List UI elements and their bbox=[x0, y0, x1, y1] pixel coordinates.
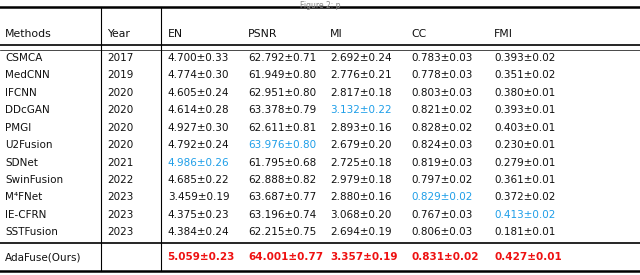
Text: 2023: 2023 bbox=[108, 227, 134, 237]
Text: 2023: 2023 bbox=[108, 210, 134, 220]
Text: 62.215±0.75: 62.215±0.75 bbox=[248, 227, 317, 237]
Text: FMI: FMI bbox=[494, 29, 513, 39]
Text: SSTFusion: SSTFusion bbox=[5, 227, 58, 237]
Text: 2.679±0.20: 2.679±0.20 bbox=[330, 140, 392, 150]
Text: 0.413±0.02: 0.413±0.02 bbox=[494, 210, 556, 220]
Text: MedCNN: MedCNN bbox=[5, 70, 50, 80]
Text: 2022: 2022 bbox=[108, 175, 134, 185]
Text: SwinFusion: SwinFusion bbox=[5, 175, 63, 185]
Text: 0.783±0.03: 0.783±0.03 bbox=[412, 53, 473, 63]
Text: 4.614±0.28: 4.614±0.28 bbox=[168, 105, 229, 115]
Text: 0.351±0.02: 0.351±0.02 bbox=[494, 70, 556, 80]
Text: 0.778±0.03: 0.778±0.03 bbox=[412, 70, 473, 80]
Text: 3.459±0.19: 3.459±0.19 bbox=[168, 192, 229, 202]
Text: 4.605±0.24: 4.605±0.24 bbox=[168, 88, 229, 98]
Text: 2023: 2023 bbox=[108, 192, 134, 202]
Text: IFCNN: IFCNN bbox=[5, 88, 37, 98]
Text: 2.893±0.16: 2.893±0.16 bbox=[330, 123, 392, 133]
Text: 0.831±0.02: 0.831±0.02 bbox=[412, 252, 479, 262]
Text: 2020: 2020 bbox=[108, 105, 134, 115]
Text: 4.986±0.26: 4.986±0.26 bbox=[168, 158, 229, 167]
Text: 62.611±0.81: 62.611±0.81 bbox=[248, 123, 317, 133]
Text: CC: CC bbox=[412, 29, 427, 39]
Text: 4.384±0.24: 4.384±0.24 bbox=[168, 227, 229, 237]
Text: 0.803±0.03: 0.803±0.03 bbox=[412, 88, 473, 98]
Text: CSMCA: CSMCA bbox=[5, 53, 42, 63]
Text: 4.685±0.22: 4.685±0.22 bbox=[168, 175, 229, 185]
Text: 0.230±0.01: 0.230±0.01 bbox=[494, 140, 556, 150]
Text: 4.375±0.23: 4.375±0.23 bbox=[168, 210, 229, 220]
Text: IE-CFRN: IE-CFRN bbox=[5, 210, 47, 220]
Text: 0.828±0.02: 0.828±0.02 bbox=[412, 123, 473, 133]
Text: 4.774±0.30: 4.774±0.30 bbox=[168, 70, 229, 80]
Text: 61.795±0.68: 61.795±0.68 bbox=[248, 158, 317, 167]
Text: 3.068±0.20: 3.068±0.20 bbox=[330, 210, 392, 220]
Text: 63.976±0.80: 63.976±0.80 bbox=[248, 140, 316, 150]
Text: 2021: 2021 bbox=[108, 158, 134, 167]
Text: 0.361±0.01: 0.361±0.01 bbox=[494, 175, 556, 185]
Text: 0.181±0.01: 0.181±0.01 bbox=[494, 227, 556, 237]
Text: 2.776±0.21: 2.776±0.21 bbox=[330, 70, 392, 80]
Text: 62.792±0.71: 62.792±0.71 bbox=[248, 53, 317, 63]
Text: EN: EN bbox=[168, 29, 183, 39]
Text: 4.700±0.33: 4.700±0.33 bbox=[168, 53, 229, 63]
Text: 0.279±0.01: 0.279±0.01 bbox=[494, 158, 556, 167]
Text: DDcGAN: DDcGAN bbox=[5, 105, 50, 115]
Text: 2017: 2017 bbox=[108, 53, 134, 63]
Text: Year: Year bbox=[108, 29, 131, 39]
Text: 0.393±0.01: 0.393±0.01 bbox=[494, 105, 556, 115]
Text: 0.829±0.02: 0.829±0.02 bbox=[412, 192, 473, 202]
Text: 0.767±0.03: 0.767±0.03 bbox=[412, 210, 473, 220]
Text: 4.927±0.30: 4.927±0.30 bbox=[168, 123, 229, 133]
Text: 64.001±0.77: 64.001±0.77 bbox=[248, 252, 323, 262]
Text: 0.380±0.01: 0.380±0.01 bbox=[494, 88, 556, 98]
Text: 0.403±0.01: 0.403±0.01 bbox=[494, 123, 556, 133]
Text: PSNR: PSNR bbox=[248, 29, 278, 39]
Text: 0.819±0.03: 0.819±0.03 bbox=[412, 158, 473, 167]
Text: AdaFuse(Ours): AdaFuse(Ours) bbox=[5, 252, 82, 262]
Text: SDNet: SDNet bbox=[5, 158, 38, 167]
Text: 4.792±0.24: 4.792±0.24 bbox=[168, 140, 229, 150]
Text: 5.059±0.23: 5.059±0.23 bbox=[168, 252, 235, 262]
Text: 0.806±0.03: 0.806±0.03 bbox=[412, 227, 473, 237]
Text: 0.393±0.02: 0.393±0.02 bbox=[494, 53, 556, 63]
Text: 62.951±0.80: 62.951±0.80 bbox=[248, 88, 316, 98]
Text: 2.817±0.18: 2.817±0.18 bbox=[330, 88, 392, 98]
Text: 2019: 2019 bbox=[108, 70, 134, 80]
Text: 2.725±0.18: 2.725±0.18 bbox=[330, 158, 392, 167]
Text: 62.888±0.82: 62.888±0.82 bbox=[248, 175, 317, 185]
Text: 2.979±0.18: 2.979±0.18 bbox=[330, 175, 392, 185]
Text: 2.880±0.16: 2.880±0.16 bbox=[330, 192, 392, 202]
Text: 3.357±0.19: 3.357±0.19 bbox=[330, 252, 397, 262]
Text: 2020: 2020 bbox=[108, 88, 134, 98]
Text: 63.196±0.74: 63.196±0.74 bbox=[248, 210, 317, 220]
Text: 3.132±0.22: 3.132±0.22 bbox=[330, 105, 392, 115]
Text: 0.821±0.02: 0.821±0.02 bbox=[412, 105, 473, 115]
Text: M⁴FNet: M⁴FNet bbox=[5, 192, 42, 202]
Text: 2.694±0.19: 2.694±0.19 bbox=[330, 227, 392, 237]
Text: 61.949±0.80: 61.949±0.80 bbox=[248, 70, 316, 80]
Text: 2020: 2020 bbox=[108, 123, 134, 133]
Text: Methods: Methods bbox=[5, 29, 52, 39]
Text: U2Fusion: U2Fusion bbox=[5, 140, 52, 150]
Text: 0.824±0.03: 0.824±0.03 bbox=[412, 140, 473, 150]
Text: Figure 2: p: Figure 2: p bbox=[300, 1, 340, 10]
Text: 2.692±0.24: 2.692±0.24 bbox=[330, 53, 392, 63]
Text: PMGI: PMGI bbox=[5, 123, 31, 133]
Text: MI: MI bbox=[330, 29, 343, 39]
Text: 63.378±0.79: 63.378±0.79 bbox=[248, 105, 317, 115]
Text: 63.687±0.77: 63.687±0.77 bbox=[248, 192, 317, 202]
Text: 0.427±0.01: 0.427±0.01 bbox=[494, 252, 562, 262]
Text: 2020: 2020 bbox=[108, 140, 134, 150]
Text: 0.797±0.02: 0.797±0.02 bbox=[412, 175, 473, 185]
Text: 0.372±0.02: 0.372±0.02 bbox=[494, 192, 556, 202]
